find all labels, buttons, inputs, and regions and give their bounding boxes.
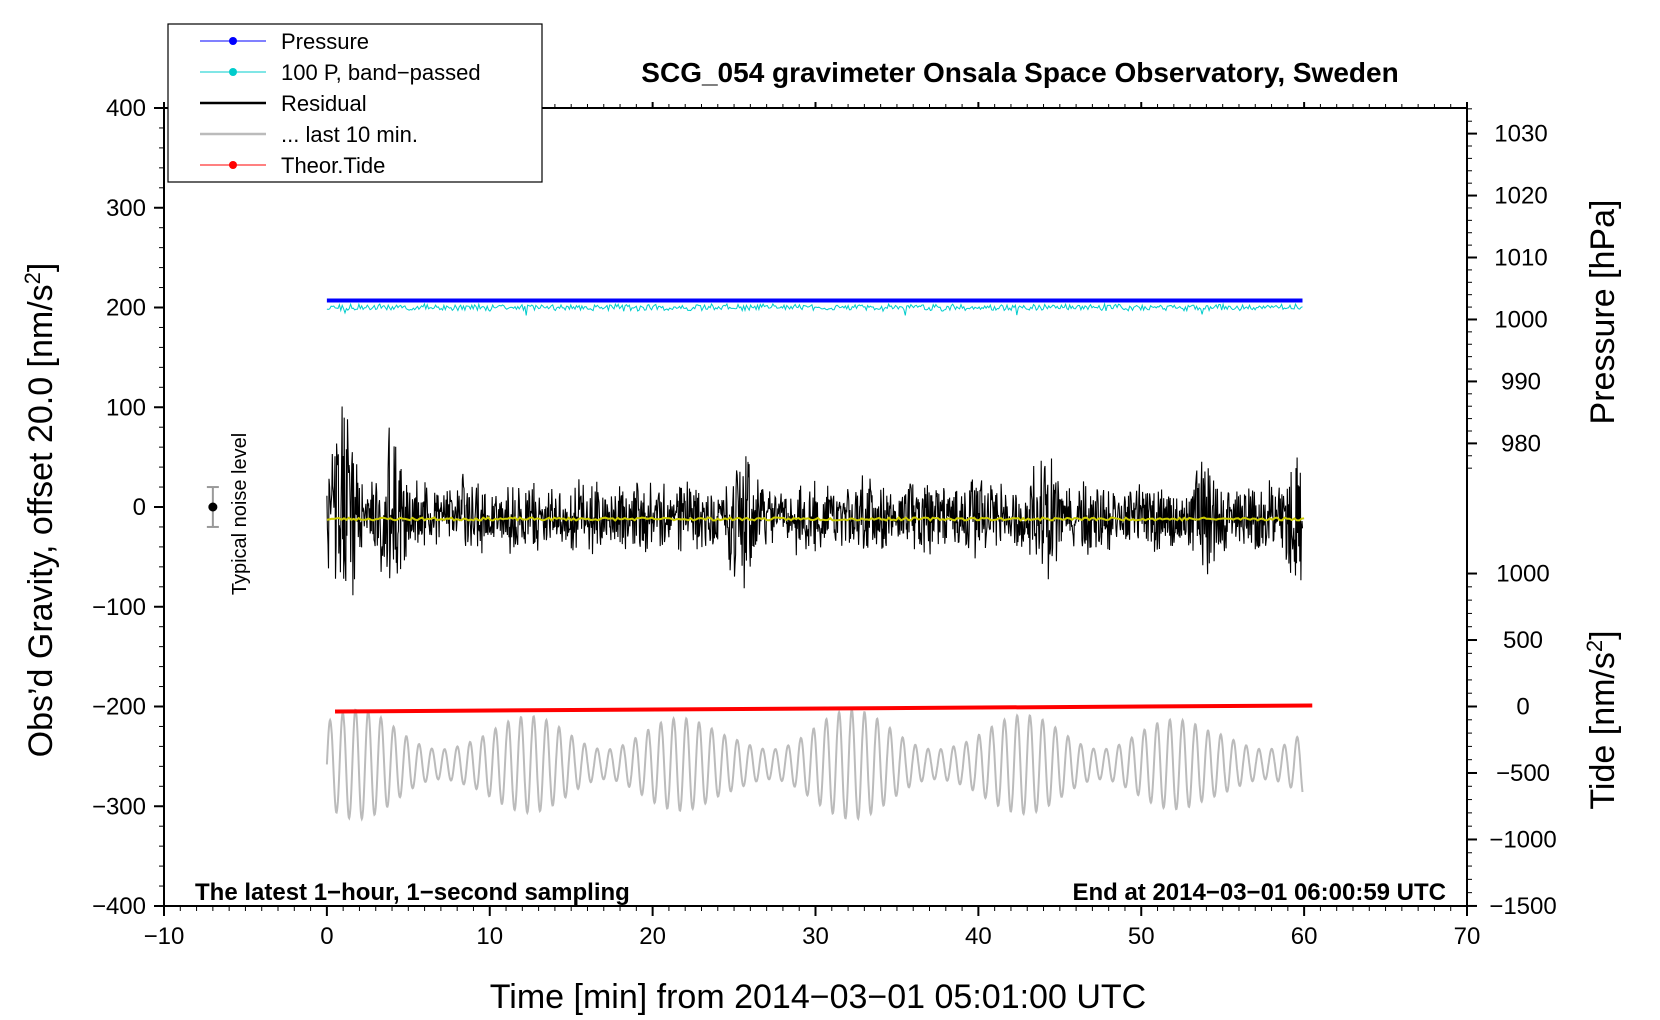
smoothed-residual-line <box>326 515 1305 522</box>
legend-label: Theor.Tide <box>281 153 385 178</box>
y-axis-title-tide-main: Tide [nm/s <box>1584 652 1622 809</box>
x-tick-label: 20 <box>639 923 666 950</box>
legend-marker <box>229 161 237 169</box>
x-tick-label: 40 <box>965 923 992 950</box>
tide-tick-label: −1000 <box>1489 826 1556 853</box>
y-tick-label: 300 <box>106 195 146 222</box>
pressure-tick-label: 990 <box>1501 368 1541 395</box>
pressure-tick-label: 1010 <box>1494 245 1547 272</box>
last-10-min-line <box>325 707 1304 822</box>
annotation-bottom-right: End at 2014−03−01 06:00:59 UTC <box>1072 879 1446 906</box>
annotation-bottom-left: The latest 1−hour, 1−second sampling <box>195 879 630 906</box>
axis-layer: −10 0 10 20 30 40 50 60 70−400−300−200−100010020… <box>92 95 1557 950</box>
x-axis-title: Time [min] from 2014−03−01 05:01:00 UTC <box>490 978 1146 1016</box>
legend-marker <box>229 37 237 45</box>
y-tick-label: 100 <box>106 394 146 421</box>
y-axis-title-tide-end: ] <box>1584 630 1622 639</box>
pressure-tick-label: 980 <box>1501 430 1541 457</box>
noise-bar-center <box>208 502 218 512</box>
y-axis-title-left-end: ] <box>22 263 60 272</box>
y-axis-title-tide-sup: 2 <box>1582 640 1607 652</box>
x-tick-label: 70 <box>1454 923 1481 950</box>
tide-tick-label: −500 <box>1496 760 1550 787</box>
y-axis-title-pressure: Pressure [hPa] <box>1584 200 1622 425</box>
y-axis-title-left-sup: 2 <box>20 272 45 284</box>
y-tick-label: 0 <box>133 494 146 521</box>
legend-label: ... last 10 min. <box>281 122 418 147</box>
y-tick-label: −300 <box>92 793 146 820</box>
legend-label: Pressure <box>281 29 369 54</box>
legend-label: Residual <box>281 91 367 116</box>
x-tick-label: 30 <box>802 923 829 950</box>
y-tick-label: −100 <box>92 594 146 621</box>
pressure-tick-label: 1030 <box>1494 121 1547 148</box>
y-axis-title-tide: Tide [nm/s2] <box>1582 630 1622 809</box>
y-tick-label: −200 <box>92 694 146 721</box>
legend-marker <box>229 68 237 76</box>
y-tick-label: 400 <box>106 95 146 122</box>
y-axis-title-left-main: Obs’d Gravity, offset 20.0 [nm/s <box>22 284 60 757</box>
tide-tick-label: −1500 <box>1489 893 1556 920</box>
pressure-tick-label: 1020 <box>1494 183 1547 210</box>
tide-tick-label: 500 <box>1503 627 1543 654</box>
y-tick-label: −400 <box>92 893 146 920</box>
tide-tick-label: 0 <box>1516 694 1529 721</box>
chart-title: SCG_054 gravimeter Onsala Space Observat… <box>641 57 1398 88</box>
residual-line <box>326 406 1304 596</box>
legend-label: 100 P, band−passed <box>281 60 481 85</box>
series-layer <box>206 298 1313 822</box>
band-passed-pressure-line <box>326 302 1303 316</box>
pressure-tick-label: 1000 <box>1494 306 1547 333</box>
y-tick-label: 200 <box>106 295 146 322</box>
y-axis-title-left: Obs’d Gravity, offset 20.0 [nm/s2] <box>20 263 60 758</box>
legend: Pressure 100 P, band−passed Residual ... la… <box>167 23 543 183</box>
tide-tick-label: 1000 <box>1496 561 1549 588</box>
x-tick-label: 60 <box>1291 923 1318 950</box>
theoretical-tide-line <box>335 703 1313 714</box>
noise-level-label: Typical noise level <box>229 433 251 595</box>
x-tick-label: −10 <box>144 923 185 950</box>
x-tick-label: 0 <box>320 923 333 950</box>
x-tick-label: 10 <box>476 923 503 950</box>
x-tick-label: 50 <box>1128 923 1155 950</box>
